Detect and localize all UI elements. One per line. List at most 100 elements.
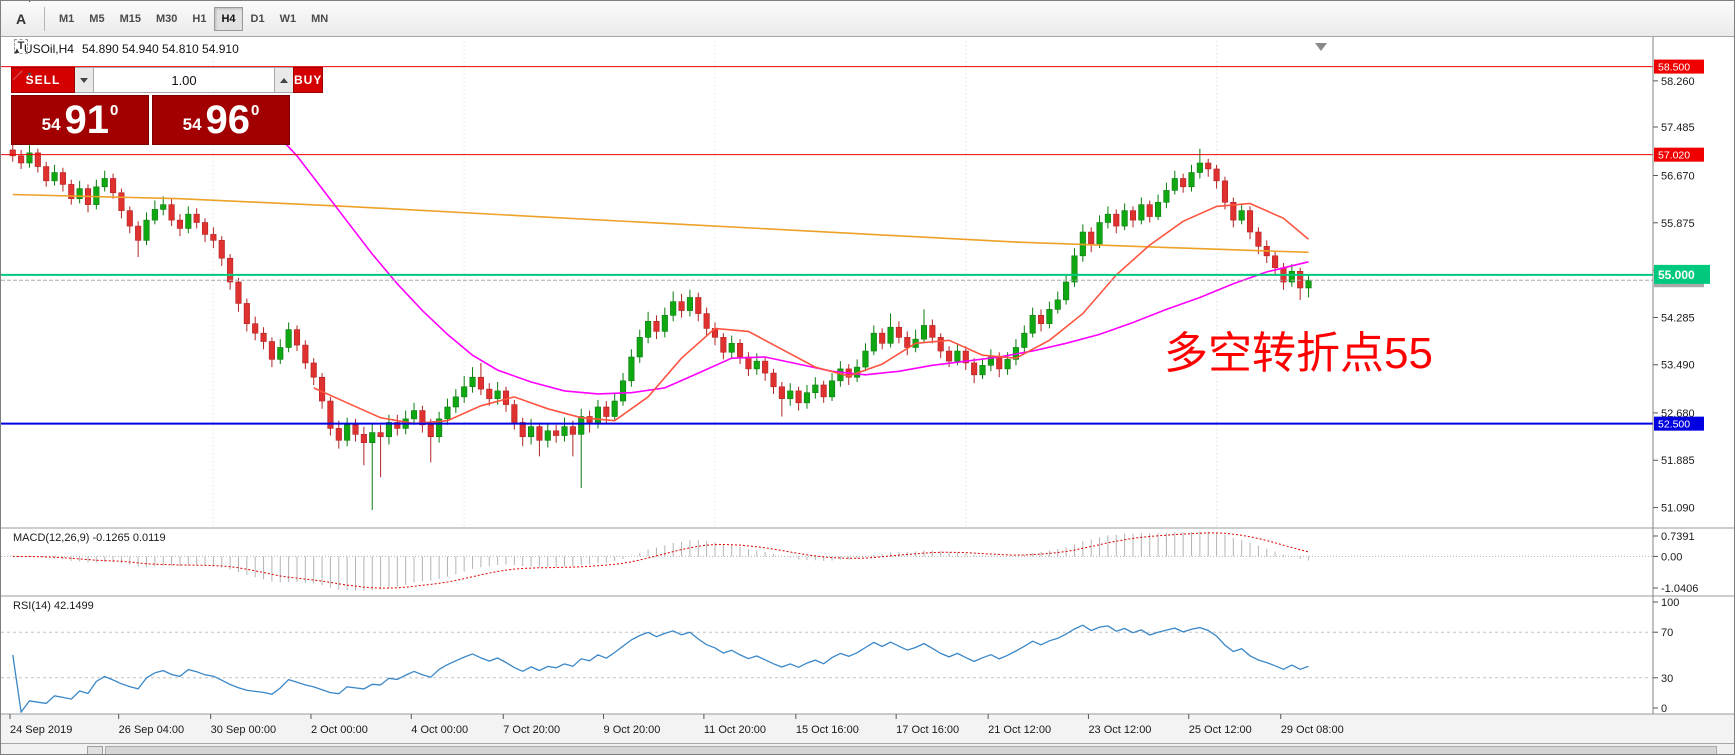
svg-text:23 Oct 12:00: 23 Oct 12:00: [1088, 724, 1151, 736]
symbol-name: USOil,H4: [23, 42, 74, 56]
buy-price-pips: 96: [205, 98, 251, 142]
rsi-pane: [1, 624, 1653, 713]
price-pane: [1, 41, 1653, 526]
ma-magenta-line: [271, 128, 1309, 395]
tf-button-m1[interactable]: M1: [59, 12, 75, 25]
svg-text:30: 30: [1661, 673, 1673, 685]
svg-text:51.090: 51.090: [1661, 503, 1695, 515]
svg-text:4 Oct 00:00: 4 Oct 00:00: [411, 724, 468, 736]
buy-price-whole: 54: [182, 115, 202, 134]
svg-text:57.485: 57.485: [1661, 122, 1695, 134]
svg-text:0.00: 0.00: [1661, 551, 1682, 563]
svg-text:29 Oct 08:00: 29 Oct 08:00: [1281, 724, 1344, 736]
svg-text:26 Sep 04:00: 26 Sep 04:00: [119, 724, 184, 736]
icon-sub-label: F: [28, 0, 33, 4]
tf-button-mn[interactable]: MN: [311, 12, 329, 25]
text-box-icon[interactable]: T: [7, 33, 35, 61]
svg-text:2 Oct 00:00: 2 Oct 00:00: [311, 724, 368, 736]
draw-tools-icon[interactable]: ▾: [7, 61, 35, 89]
rsi-axis[interactable]: 100 70 30 0: [1653, 597, 1679, 715]
toolbar-icons: EFAT▾: [7, 0, 37, 89]
svg-text:21 Oct 12:00: 21 Oct 12:00: [988, 724, 1051, 736]
svg-text:30 Sep 00:00: 30 Sep 00:00: [211, 724, 276, 736]
price-axis[interactable]: 58.26057.48556.67055.87555.08054.28553.4…: [1653, 59, 1710, 515]
rsi-line: [12, 624, 1309, 713]
svg-text:0: 0: [1661, 703, 1667, 715]
chart-shift-marker-icon[interactable]: [1315, 43, 1327, 51]
toolbar-separator: [44, 6, 45, 31]
macd-axis[interactable]: 0.7391 0.00 -1.0406: [1653, 531, 1698, 595]
sell-price-whole: 54: [41, 115, 61, 134]
macd-signal-line: [12, 532, 1309, 589]
rsi-label: RSI(14) 42.1499: [13, 600, 94, 612]
ma-orange-line: [12, 193, 1309, 254]
svg-text:54.285: 54.285: [1661, 312, 1695, 324]
chart-background: [1, 37, 1734, 754]
buy-price-button[interactable]: 54 96 0: [152, 95, 290, 145]
buy-button[interactable]: BUY: [293, 67, 324, 93]
svg-text:52.500: 52.500: [1658, 419, 1690, 431]
ma-red-line: [313, 202, 1310, 425]
tf-button-h4[interactable]: H4: [214, 6, 243, 31]
svg-text:57.020: 57.020: [1658, 150, 1690, 162]
triangle-down-icon: [80, 77, 88, 83]
sell-price-button[interactable]: 54 91 0: [11, 95, 149, 145]
tf-button-m5[interactable]: M5: [89, 12, 105, 25]
symbol-uptick-icon: ▲: [13, 46, 21, 55]
svg-text:15 Oct 16:00: 15 Oct 16:00: [796, 724, 859, 736]
hline-label-52.500: [1654, 416, 1704, 431]
svg-text:-1.0406: -1.0406: [1661, 583, 1698, 595]
svg-text:58.500: 58.500: [1658, 62, 1690, 74]
letter-t-glyph: T: [13, 39, 29, 54]
volume-decrement-button[interactable]: [75, 67, 93, 93]
sell-price-pips: 91: [64, 98, 110, 142]
svg-text:7 Oct 20:00: 7 Oct 20:00: [503, 724, 560, 736]
macd-label: MACD(12,26,9) -0.1265 0.0119: [13, 532, 166, 544]
time-axis-background: [1, 714, 1734, 743]
timeframe-buttons: M1 M5 M15 M30 H1 H4 D1 W1 MN: [52, 6, 336, 31]
tf-button-w1[interactable]: W1: [279, 12, 297, 25]
svg-text:70: 70: [1661, 627, 1673, 639]
triangle-up-icon: [280, 77, 288, 83]
symbol-ohlc-values: 54.890 54.940 54.810 54.910: [81, 42, 239, 56]
dropdown-caret-icon: ▾: [27, 70, 32, 79]
svg-text:17 Oct 16:00: 17 Oct 16:00: [896, 724, 959, 736]
svg-text:100: 100: [1661, 597, 1679, 609]
buy-price-point: 0: [251, 101, 260, 119]
hline-label-55.000: [1654, 264, 1710, 284]
volume-input[interactable]: [93, 67, 275, 93]
chart-text-annotation[interactable]: 多空转折点55: [1164, 329, 1433, 378]
tf-button-m15[interactable]: M15: [119, 12, 141, 25]
svg-text:58.260: 58.260: [1661, 76, 1695, 88]
svg-text:25 Oct 12:00: 25 Oct 12:00: [1189, 724, 1252, 736]
horizontal-scrollbar: [1, 743, 1734, 754]
symbol-header: ▲ USOil,H4 54.890 54.940 54.810 54.910: [13, 42, 239, 56]
sell-price-point: 0: [110, 101, 119, 119]
svg-text:55.000: 55.000: [1658, 268, 1695, 282]
tf-button-d1[interactable]: D1: [250, 12, 265, 25]
scrollbar-left-box[interactable]: [87, 746, 103, 754]
hline-label-57.020: [1654, 147, 1704, 162]
tile-windows-icon[interactable]: F: [7, 0, 35, 5]
tf-button-h1[interactable]: H1: [192, 12, 207, 25]
text-label-icon[interactable]: A: [7, 5, 35, 33]
volume-increment-button[interactable]: [275, 67, 293, 93]
svg-text:53.490: 53.490: [1661, 360, 1695, 372]
svg-text:51.885: 51.885: [1661, 455, 1695, 467]
macd-pane: [1, 531, 1653, 591]
hline-label-58.500: [1654, 59, 1704, 74]
scrollbar-thumb[interactable]: [105, 746, 1717, 754]
svg-text:55.875: 55.875: [1661, 218, 1695, 230]
one-click-trade-widget: SELL BUY 54 91 0 54 96 0: [11, 67, 324, 145]
letter-a-glyph: A: [15, 10, 27, 27]
svg-text:24 Sep 2019: 24 Sep 2019: [10, 724, 72, 736]
svg-text:0.7391: 0.7391: [1661, 531, 1695, 543]
svg-text:56.670: 56.670: [1661, 170, 1695, 182]
svg-text:9 Oct 20:00: 9 Oct 20:00: [604, 724, 661, 736]
svg-text:11 Oct 20:00: 11 Oct 20:00: [704, 724, 766, 736]
time-axis[interactable]: 24 Sep 2019 26 Sep 04:00 30 Sep 00:00 2 Oct…: [9, 714, 1344, 736]
tf-button-m30[interactable]: M30: [155, 12, 178, 25]
